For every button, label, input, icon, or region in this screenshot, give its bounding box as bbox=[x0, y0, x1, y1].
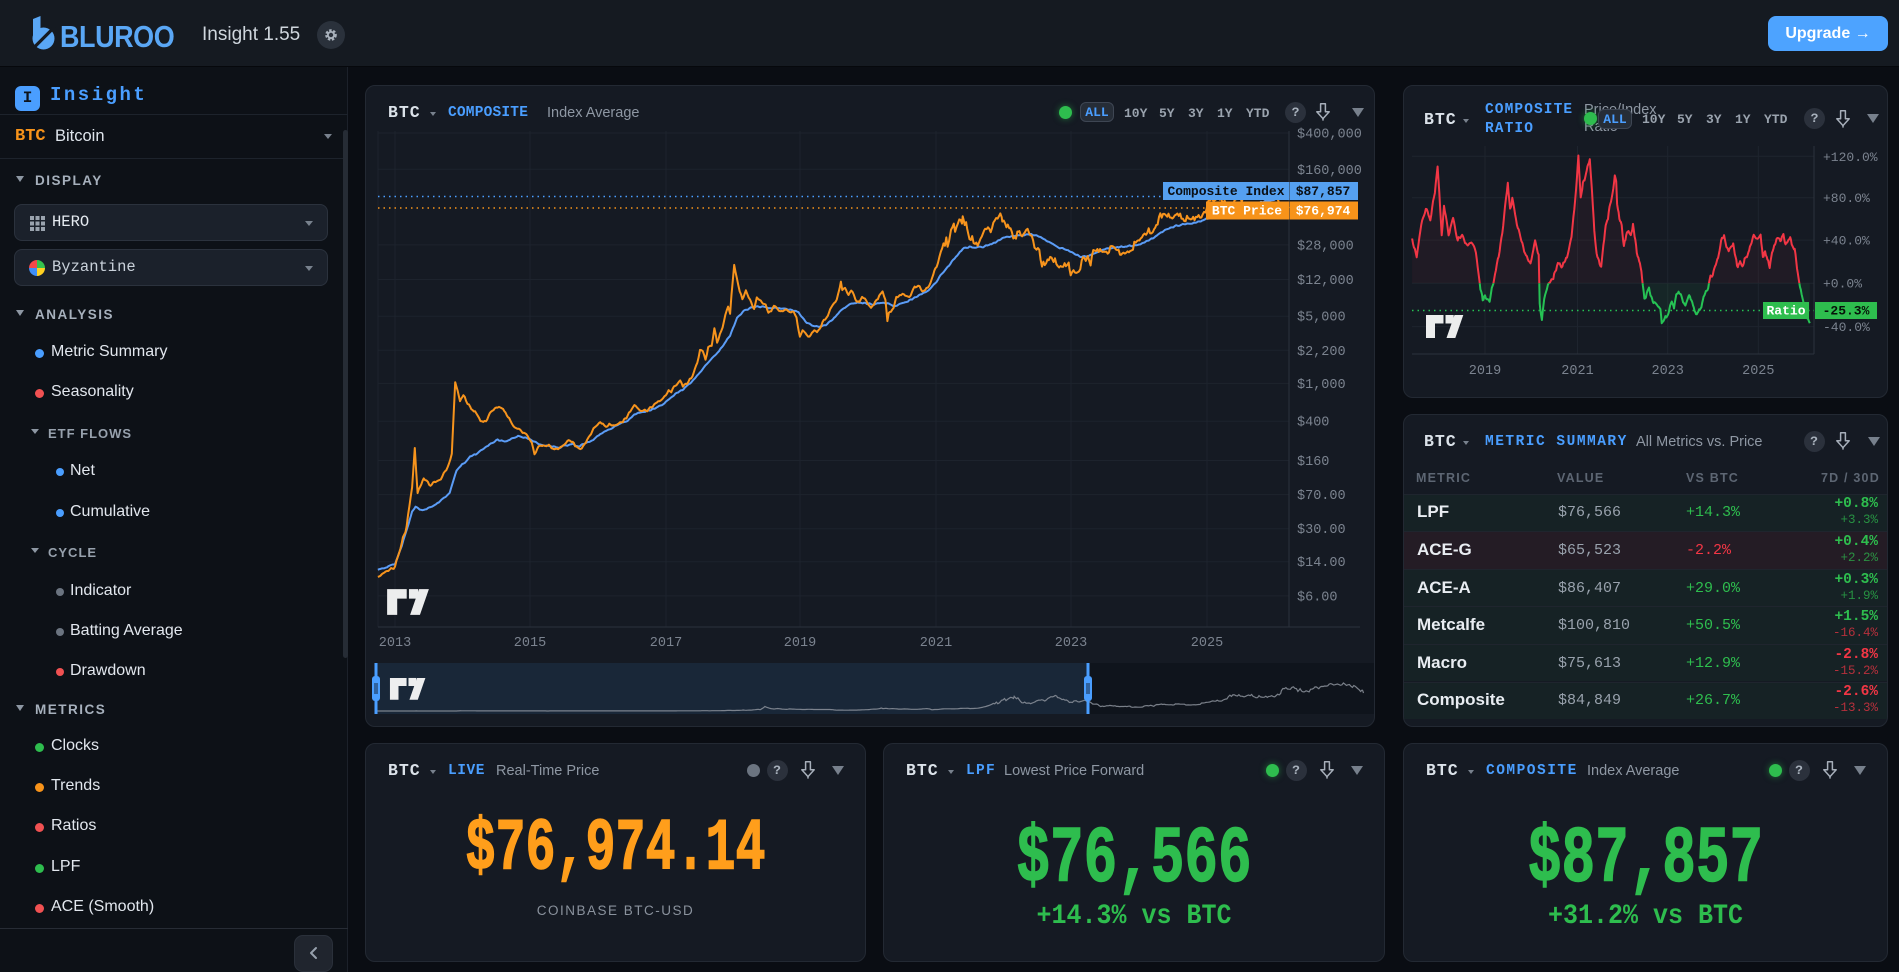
svg-text:$87,857: $87,857 bbox=[1296, 184, 1351, 199]
svg-text:2019: 2019 bbox=[1469, 364, 1501, 379]
svg-text:+0.0%: +0.0% bbox=[1823, 277, 1862, 292]
svg-text:2021: 2021 bbox=[920, 636, 952, 651]
svg-text:+120.0%: +120.0% bbox=[1823, 150, 1878, 165]
svg-text:$2,200: $2,200 bbox=[1297, 345, 1346, 360]
svg-text:$70.00: $70.00 bbox=[1297, 489, 1346, 504]
svg-text:2013: 2013 bbox=[379, 636, 411, 651]
svg-text:$6.00: $6.00 bbox=[1297, 590, 1338, 605]
svg-text:Composite Index: Composite Index bbox=[1167, 184, 1284, 199]
svg-text:-40.0%: -40.0% bbox=[1823, 320, 1870, 335]
svg-text:$1,000: $1,000 bbox=[1297, 378, 1346, 393]
svg-text:+40.0%: +40.0% bbox=[1823, 234, 1870, 249]
svg-text:$400: $400 bbox=[1297, 416, 1329, 431]
svg-text:$12,000: $12,000 bbox=[1297, 274, 1354, 289]
svg-text:2025: 2025 bbox=[1191, 636, 1223, 651]
svg-text:-25.3%: -25.3% bbox=[1823, 304, 1870, 319]
svg-text:$5,000: $5,000 bbox=[1297, 311, 1346, 326]
svg-text:2025: 2025 bbox=[1742, 364, 1774, 379]
svg-text:Ratio: Ratio bbox=[1766, 304, 1805, 319]
svg-text:+80.0%: +80.0% bbox=[1823, 191, 1870, 206]
svg-text:$14.00: $14.00 bbox=[1297, 556, 1346, 571]
svg-text:$160: $160 bbox=[1297, 455, 1329, 470]
svg-text:2023: 2023 bbox=[1055, 636, 1087, 651]
svg-text:$28,000: $28,000 bbox=[1297, 239, 1354, 254]
svg-text:$160,000: $160,000 bbox=[1297, 164, 1362, 179]
svg-text:2015: 2015 bbox=[514, 636, 546, 651]
svg-text:2021: 2021 bbox=[1561, 364, 1593, 379]
svg-text:$30.00: $30.00 bbox=[1297, 523, 1346, 538]
svg-text:2023: 2023 bbox=[1651, 364, 1683, 379]
svg-text:2017: 2017 bbox=[650, 636, 682, 651]
svg-text:$400,000: $400,000 bbox=[1297, 128, 1362, 143]
svg-text:BTC Price: BTC Price bbox=[1212, 204, 1282, 219]
svg-text:$76,974: $76,974 bbox=[1296, 204, 1351, 219]
svg-text:2019: 2019 bbox=[784, 636, 816, 651]
